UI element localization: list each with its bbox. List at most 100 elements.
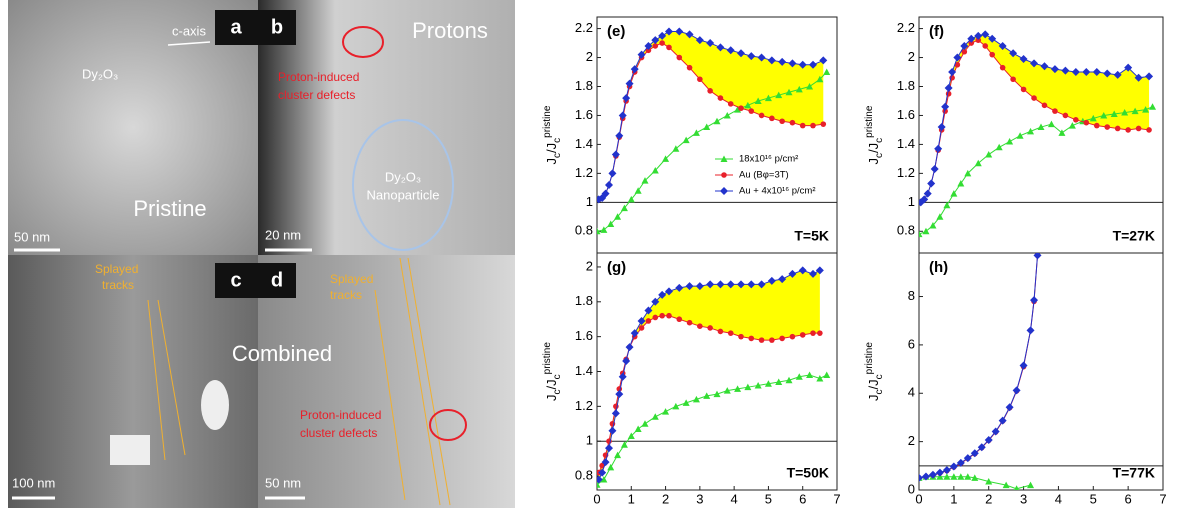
particle: [110, 435, 150, 465]
marker: [639, 325, 645, 331]
y-tick-label: 1: [586, 194, 593, 209]
annotation: Proton-induced: [300, 408, 381, 422]
marker: [1017, 132, 1024, 139]
marker: [703, 124, 710, 130]
marker: [1020, 361, 1028, 369]
y-tick-label: 1.8: [575, 293, 593, 308]
y-axis-label-part: pristine: [542, 342, 553, 375]
marker: [720, 187, 728, 195]
marker: [1063, 113, 1069, 119]
marker: [1125, 127, 1131, 133]
marker: [936, 469, 944, 477]
marker: [718, 95, 724, 101]
x-tick-label: 7: [833, 491, 840, 506]
y-axis-label-part: pristine: [864, 342, 875, 375]
scale-bar-label: 20 nm: [265, 227, 301, 242]
marker: [728, 330, 734, 336]
y-axis-label-part: c: [552, 138, 563, 143]
marker: [608, 427, 616, 435]
marker: [999, 417, 1007, 425]
annotation: Dy₂O₃: [385, 169, 421, 184]
marker: [810, 123, 816, 129]
y-tick-label: 0: [908, 481, 915, 496]
marker: [652, 315, 658, 321]
y-axis-label: Jc/Jcpristine: [542, 105, 563, 164]
legend-label: 18x10¹⁶ p/cm²: [739, 154, 798, 165]
marker: [635, 426, 642, 433]
marker: [817, 330, 823, 336]
image-label: Protons: [412, 18, 488, 43]
marker: [707, 325, 713, 331]
annotation: Dy₂O₃: [82, 66, 118, 81]
marker: [1031, 95, 1037, 101]
marker: [666, 45, 672, 51]
marker: [769, 337, 775, 343]
marker: [1094, 123, 1100, 129]
marker: [683, 137, 690, 144]
marker: [1013, 386, 1021, 394]
annotation: cluster defects: [300, 426, 377, 440]
marker: [697, 323, 703, 329]
marker: [672, 403, 679, 410]
marker: [938, 123, 946, 131]
marker: [1146, 127, 1152, 133]
marker: [738, 105, 744, 111]
annotation: Splayed: [95, 262, 138, 276]
temperature-label: T=27K: [1113, 228, 1155, 244]
marker: [622, 357, 630, 365]
panel-letter: b: [271, 16, 283, 38]
annotation: cluster defects: [278, 88, 355, 102]
y-tick-label: 1.2: [575, 165, 593, 180]
particle: [201, 380, 229, 430]
y-tick-label: 1.8: [897, 78, 915, 93]
y-axis-label-part: /J: [866, 143, 881, 153]
marker: [718, 329, 724, 335]
marker: [676, 316, 682, 322]
marker: [1021, 87, 1027, 93]
marker: [927, 180, 935, 188]
marker: [1149, 103, 1156, 110]
y-tick-label: 8: [908, 288, 915, 303]
x-tick-label: 0: [915, 491, 922, 506]
y-axis-label-part: pristine: [542, 105, 553, 138]
y-tick-label: 1.2: [575, 398, 593, 413]
legend-label: Au (Bφ=3T): [739, 170, 789, 181]
y-axis-label-part: pristine: [864, 105, 875, 138]
marker: [929, 471, 937, 479]
marker: [820, 121, 826, 127]
y-tick-label: 1.6: [897, 107, 915, 122]
panel-label: (f): [929, 23, 944, 40]
fill-region: [599, 31, 824, 199]
image-d: [258, 255, 515, 508]
y-tick-label: 2.2: [575, 20, 593, 35]
y-axis-label-part: c: [552, 374, 563, 379]
chart-panel: 0.811.21.41.61.8201234567(g)T=50KJc/Jcpr…: [542, 253, 841, 508]
y-axis-label: Jc/Jcpristine: [864, 342, 885, 401]
marker: [1052, 108, 1058, 114]
y-tick-label: 2: [908, 49, 915, 64]
marker: [614, 452, 621, 459]
marker: [1115, 126, 1121, 132]
marker: [810, 330, 816, 336]
tem-images: a b c d c-axis Dy₂O₃ Pristine 50 nm Prot…: [8, 0, 515, 508]
marker: [934, 145, 942, 153]
marker: [626, 343, 634, 351]
annotation: Proton-induced: [278, 70, 359, 84]
x-tick-label: 2: [985, 491, 992, 506]
marker: [816, 375, 823, 382]
series-line: [919, 255, 1038, 477]
marker: [779, 118, 785, 124]
marker: [1073, 117, 1079, 123]
marker: [950, 463, 958, 471]
marker: [941, 103, 949, 111]
marker: [748, 336, 754, 342]
x-tick-label: 7: [1159, 491, 1166, 506]
marker: [945, 84, 953, 92]
marker: [607, 464, 614, 471]
marker: [714, 391, 721, 398]
y-tick-label: 2: [586, 258, 593, 273]
y-tick-label: 0.8: [575, 467, 593, 482]
marker: [728, 101, 734, 107]
marker: [642, 420, 649, 427]
fill-region: [599, 270, 820, 479]
